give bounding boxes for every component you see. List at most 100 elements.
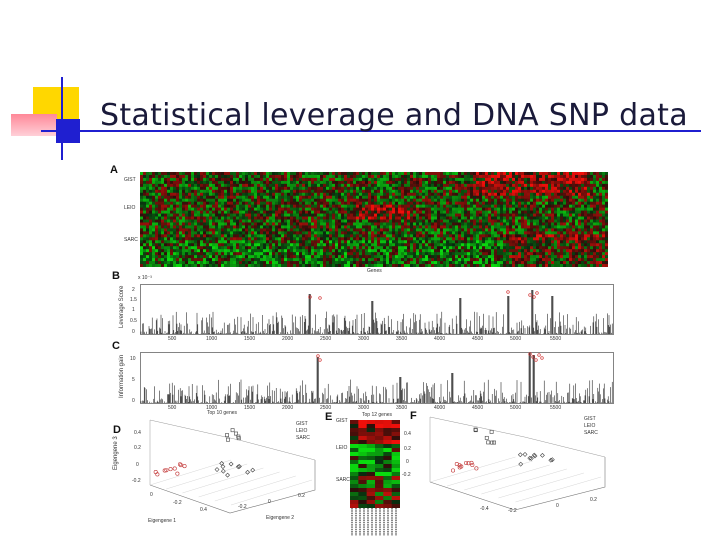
heatmap-cell — [140, 264, 144, 267]
heatmap-cell — [518, 219, 522, 223]
heatmap-cell — [281, 258, 285, 262]
heatmap-cell — [242, 174, 246, 179]
heatmap-cell — [236, 186, 240, 191]
heatmap-cell — [347, 195, 351, 200]
heatmap-cell — [572, 255, 576, 259]
heatmap-cell — [332, 255, 336, 259]
heatmap-cell — [257, 243, 261, 247]
heatmap-cell — [230, 231, 234, 235]
heatmap-cell — [257, 195, 261, 200]
heatmap-cell — [317, 213, 321, 217]
heatmap-cell — [179, 264, 183, 267]
heatmap-cell — [392, 222, 396, 226]
heatmap-cell — [440, 198, 444, 203]
heatmap-cell — [326, 264, 330, 267]
heatmap-cell — [458, 180, 462, 185]
heatmap-cell — [194, 210, 198, 214]
heatmap-cell — [365, 243, 369, 247]
heatmap-cell — [425, 240, 429, 244]
heatmap-cell — [293, 228, 297, 232]
heatmap-cell — [572, 201, 576, 206]
heatmap-cell — [521, 246, 525, 250]
heatmap-cell — [386, 219, 390, 223]
heatmap-cell — [389, 240, 393, 244]
heatmap-cell — [584, 261, 588, 265]
heatmap-cell — [197, 252, 201, 256]
heatmap-cell — [194, 249, 198, 253]
heatmap-cell — [416, 201, 420, 206]
heatmap-cell — [311, 174, 315, 179]
heatmap-cell — [395, 237, 399, 241]
heatmap-cell — [143, 249, 147, 253]
heatmap-cell — [392, 204, 396, 209]
heatmap-cell — [185, 213, 189, 217]
heatmap-cell — [599, 180, 603, 185]
heatmap-cell — [221, 231, 225, 235]
heatmap-cell — [215, 172, 219, 176]
heatmap-cell — [554, 189, 558, 194]
heatmap-cell — [425, 252, 429, 256]
heatmap-cell — [368, 172, 372, 176]
heatmap-cell — [428, 186, 432, 191]
heatmap-cell — [254, 216, 258, 220]
heatmap-cell — [152, 172, 156, 176]
heatmap-cell — [596, 216, 600, 220]
heatmap-cell — [485, 249, 489, 253]
heatmap-cell — [257, 198, 261, 203]
heatmap-cell — [365, 195, 369, 200]
heatmap-cell — [242, 240, 246, 244]
heatmap-cell — [560, 264, 564, 267]
heatmap-cell — [473, 210, 477, 214]
heatmap-cell — [440, 255, 444, 259]
heatmap-cell — [161, 261, 165, 265]
heatmap-cell — [143, 204, 147, 209]
heatmap-cell — [422, 225, 426, 229]
heatmap-cell — [476, 219, 480, 223]
heatmap-cell — [401, 231, 405, 235]
heatmap-cell — [551, 255, 555, 259]
heatmap-cell — [515, 192, 519, 197]
heatmap-cell — [341, 210, 345, 214]
heatmap-cell — [473, 237, 477, 241]
heatmap-cell — [500, 198, 504, 203]
heatmap-cell — [380, 210, 384, 214]
heatmap-cell — [440, 258, 444, 262]
heatmap-cell — [542, 225, 546, 229]
heatmap-cell — [584, 237, 588, 241]
heatmap-cell — [482, 222, 486, 226]
heatmap-cell — [482, 216, 486, 220]
heatmap-cell — [530, 240, 534, 244]
heatmap-cell — [431, 234, 435, 238]
heatmap-cell — [326, 258, 330, 262]
heatmap-cell — [209, 258, 213, 262]
heatmap-cell — [518, 255, 522, 259]
heatmap-cell — [494, 249, 498, 253]
heatmap-cell — [224, 261, 228, 265]
heatmap-cell — [458, 264, 462, 267]
heatmap-cell — [521, 255, 525, 259]
heatmap-cell — [395, 216, 399, 220]
heatmap-cell — [140, 186, 144, 191]
heatmap-cell — [494, 234, 498, 238]
heatmap-cell — [386, 189, 390, 194]
heatmap-cell — [581, 186, 585, 191]
heatmap-cell — [428, 207, 432, 211]
heatmap-cell — [563, 246, 567, 250]
heatmap-cell — [233, 246, 237, 250]
heatmap-cell — [194, 225, 198, 229]
heatmap-cell — [488, 192, 492, 197]
heatmap-cell — [161, 228, 165, 232]
heatmap-cell — [569, 219, 573, 223]
heatmap-cell — [254, 240, 258, 244]
heatmap-cell — [392, 237, 396, 241]
heatmap-cell — [392, 198, 396, 203]
heatmap-cell — [593, 243, 597, 247]
heatmap-cell — [239, 177, 243, 182]
heatmap-cell — [491, 261, 495, 265]
heatmap-cell — [383, 177, 387, 182]
heatmap-cell — [527, 180, 531, 185]
heatmap-cell — [176, 180, 180, 185]
heatmap-cell — [326, 237, 330, 241]
heatmap-cell — [257, 219, 261, 223]
heatmap-cell — [149, 174, 153, 179]
